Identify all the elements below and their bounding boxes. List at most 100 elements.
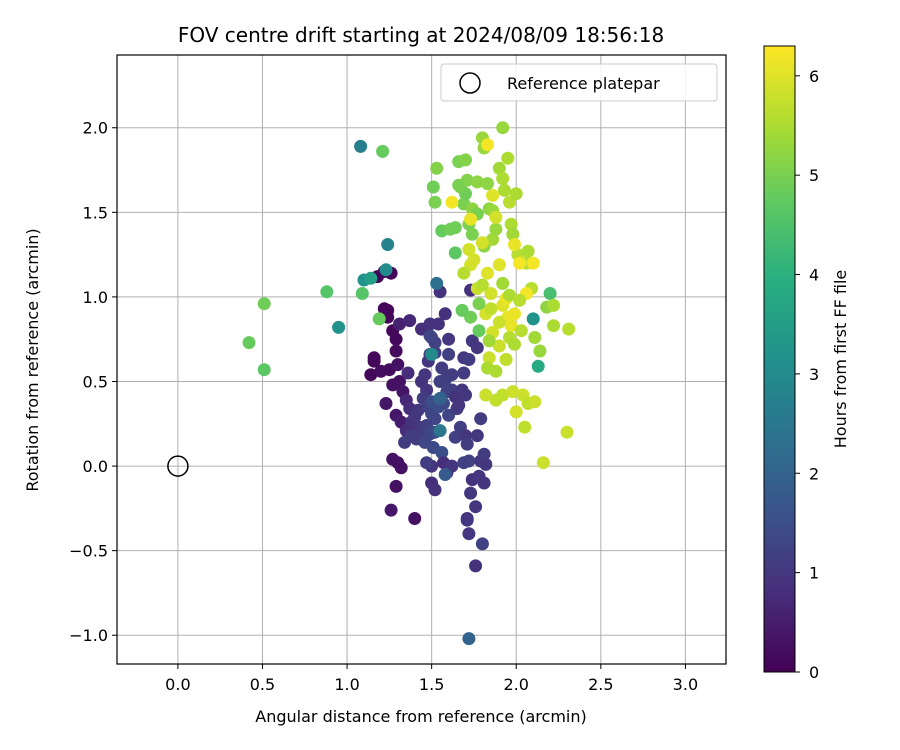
data-point [528,331,542,344]
data-point [364,368,378,382]
data-point [242,336,256,350]
data-point [503,288,516,302]
x-tick-label: 2.0 [504,675,529,694]
data-point [482,334,496,348]
data-point [445,195,459,209]
data-point [497,183,511,197]
data-point [381,238,395,251]
y-tick-label: 1.0 [83,288,108,307]
data-point [508,238,521,251]
grid-lines [117,55,726,664]
data-point [469,559,483,573]
data-point [364,271,378,285]
legend: Reference platepar [440,63,718,102]
data-point [472,324,486,338]
data-point [430,161,444,175]
data-point [486,188,500,202]
data-point [496,121,510,135]
data-point [481,177,494,191]
data-point [560,425,574,439]
data-point [398,435,412,449]
data-point [460,513,474,527]
data-point [452,398,466,412]
data-point [508,307,521,321]
data-point [470,429,484,443]
data-point [533,344,547,358]
data-point [477,447,491,461]
colorbar-tick-label: 6 [809,67,819,86]
data-point [513,256,527,270]
data-point [484,302,498,316]
data-point [420,456,434,470]
data-point [448,246,462,260]
data-point [482,351,496,365]
data-point [486,232,500,246]
data-point [386,378,400,392]
data-point [389,332,403,346]
x-axis-ticks: 0.0 0.5 1.0 1.5 2.0 2.5 3.0 [165,664,698,694]
data-point [492,161,506,175]
data-point [445,368,459,382]
data-point [332,320,346,334]
data-point [391,358,405,372]
data-point [475,278,489,292]
data-point [496,388,510,402]
data-point [506,385,520,399]
data-point [355,287,369,300]
data-point [408,410,422,424]
data-point [492,315,506,329]
y-axis-label: Rotation from reference (arcmin) [23,228,42,491]
data-point [467,253,481,267]
data-point [418,368,432,382]
data-point [547,298,560,312]
data-point [442,347,456,361]
data-point [394,461,408,475]
data-point [428,195,442,209]
data-point [425,347,439,361]
colorbar-tick-label: 2 [809,464,819,483]
y-tick-label: −1.0 [69,626,108,645]
colorbar-ticks: 0 1 2 3 4 5 6 [795,67,819,682]
x-tick-label: 1.5 [419,675,444,694]
chart-title: FOV centre drift starting at 2024/08/09 … [178,23,664,47]
data-point [475,236,489,250]
data-point [433,424,447,438]
data-point [379,263,393,277]
data-point [492,258,506,272]
data-point [428,483,442,497]
data-point [531,359,545,373]
data-point [431,317,445,331]
data-point [509,187,523,201]
data-point [438,468,452,481]
data-point [547,319,560,333]
data-point [376,144,390,158]
data-points [242,121,576,646]
data-point [367,351,381,365]
data-point [393,317,406,331]
data-point [379,397,393,410]
data-point [435,446,449,459]
y-axis-ticks: −1.0 −0.5 0.0 0.5 1.0 1.5 2.0 [69,119,117,645]
data-point [474,412,488,426]
colorbar-tick-label: 1 [809,564,819,583]
colorbar-label: Hours from first FF file [831,270,850,449]
data-point [448,430,462,444]
data-point [462,353,476,366]
data-point [509,405,523,419]
data-point [448,221,462,235]
x-tick-label: 1.0 [334,675,359,694]
data-point [257,363,271,377]
data-point [462,243,476,256]
data-point [457,266,471,280]
y-tick-label: −0.5 [69,542,108,561]
data-point [472,297,486,311]
data-point [389,479,403,493]
data-point [464,212,478,226]
data-point [536,456,550,470]
data-point [464,486,478,500]
legend-label: Reference platepar [507,74,660,93]
data-point [496,172,510,185]
y-tick-label: 2.0 [83,119,108,138]
data-point [465,227,479,241]
